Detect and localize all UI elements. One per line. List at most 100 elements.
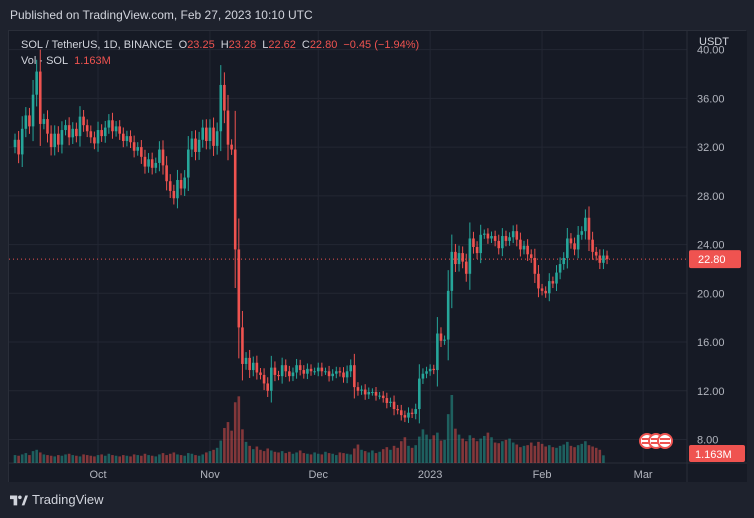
candle-body — [349, 365, 353, 372]
candle-body — [122, 133, 125, 141]
candle-body — [143, 156, 147, 167]
tradingview-logo-icon — [10, 495, 28, 505]
volume-bar — [266, 448, 269, 463]
candle-body — [602, 255, 605, 263]
volume-bar — [457, 434, 461, 463]
candle-body — [302, 370, 306, 374]
y-tick-label: 36.00 — [697, 93, 725, 105]
candle-body — [558, 264, 562, 273]
candle-body — [396, 409, 399, 411]
volume-bar — [277, 452, 280, 463]
volume-bar — [259, 449, 262, 463]
candle-body — [587, 217, 591, 240]
volume-bar — [143, 453, 147, 463]
volume-bar — [35, 449, 38, 463]
y-tick-label: 20.00 — [697, 288, 725, 300]
volume-bar — [490, 437, 493, 463]
volume-bar — [486, 432, 490, 463]
candle-body — [194, 138, 197, 152]
volume-bar — [183, 455, 186, 463]
volume-bar — [161, 453, 165, 463]
volume-bar — [205, 452, 208, 463]
volume-bar — [598, 449, 602, 463]
symbol-label[interactable]: SOL / TetherUS, 1D, BINANCE — [21, 39, 173, 51]
volume-bar — [327, 453, 331, 463]
low-value: 22.62 — [268, 39, 296, 51]
candle-body — [454, 251, 457, 265]
volume-bar — [356, 444, 360, 463]
candle-body — [20, 128, 24, 155]
candle-body — [147, 159, 150, 167]
volume-bar — [241, 429, 244, 463]
candle-body — [241, 327, 244, 364]
candle-body — [197, 139, 201, 152]
candle-body — [67, 125, 71, 138]
volume-bar — [454, 428, 457, 463]
candle-body — [566, 238, 569, 258]
candle-body — [353, 365, 356, 388]
candle-body — [378, 395, 381, 397]
volume-bar — [371, 450, 374, 463]
candle-body — [324, 371, 327, 373]
flag-stripe — [660, 438, 670, 440]
candle-body — [165, 165, 168, 182]
volume-bar — [468, 435, 472, 463]
candle-body — [428, 368, 432, 372]
volume-bar — [237, 396, 241, 463]
volume-bar — [497, 443, 501, 463]
candle-body — [594, 251, 598, 256]
volume-bar — [67, 453, 71, 463]
candle-body — [360, 389, 363, 391]
candle-body — [392, 401, 396, 410]
candle-body — [266, 383, 269, 391]
candle-body — [13, 139, 17, 148]
candlestick-chart[interactable]: 40.00 36.00 32.00 28.00 24.00 20.00 16.00 12.00… — [9, 31, 747, 483]
y-tick-label: 16.00 — [697, 337, 725, 349]
candle-body — [598, 255, 602, 263]
candle-body — [93, 137, 96, 144]
ohlc-row: SOL / TetherUS, 1D, BINANCE O23.25 H23.2… — [21, 37, 419, 53]
volume-bar — [176, 454, 179, 463]
candle-body — [298, 365, 302, 371]
candle-body — [219, 84, 223, 132]
candle-body — [103, 127, 107, 137]
chart-pane[interactable]: 40.00 36.00 32.00 28.00 24.00 20.00 16.00 12.00… — [8, 30, 747, 483]
candle-body — [432, 368, 436, 371]
volume-bar — [107, 453, 111, 463]
volume-label[interactable]: Vol · SOL — [21, 55, 69, 67]
volume-bar — [479, 438, 482, 463]
candle-body — [331, 373, 334, 377]
tradingview-logo[interactable]: TradingView — [10, 492, 104, 507]
candle-body — [479, 234, 482, 254]
candle-body — [486, 233, 490, 239]
volume-bar — [118, 456, 121, 463]
volume-row: Vol · SOL 1.163M — [21, 53, 419, 69]
volume-bar — [381, 449, 385, 463]
volume-bar — [566, 441, 569, 463]
volume-bar — [504, 439, 508, 463]
flag-stripe — [642, 438, 652, 440]
volume-bar — [428, 439, 432, 463]
volume-bar — [280, 451, 284, 463]
candle-body — [183, 177, 186, 189]
high-value: 23.28 — [228, 39, 257, 51]
volume-bar — [20, 454, 24, 463]
candle-body — [111, 120, 114, 132]
volume-bar — [306, 453, 309, 463]
volume-bar — [540, 443, 544, 463]
volume-bar — [223, 428, 226, 463]
volume-bar — [122, 455, 125, 463]
candle-body — [363, 389, 367, 395]
candle-body — [504, 236, 508, 241]
candle-body — [374, 391, 378, 396]
volume-bar — [349, 454, 353, 463]
candle-body — [132, 142, 136, 151]
high-key: H — [220, 39, 229, 51]
volume-bar — [522, 445, 526, 463]
volume-bar — [421, 429, 425, 463]
candle-body — [511, 231, 515, 238]
chart-legend: SOL / TetherUS, 1D, BINANCE O23.25 H23.2… — [21, 37, 419, 69]
candle-body — [439, 333, 443, 341]
footer-bar: TradingView — [0, 482, 754, 518]
candle-body — [313, 371, 316, 373]
